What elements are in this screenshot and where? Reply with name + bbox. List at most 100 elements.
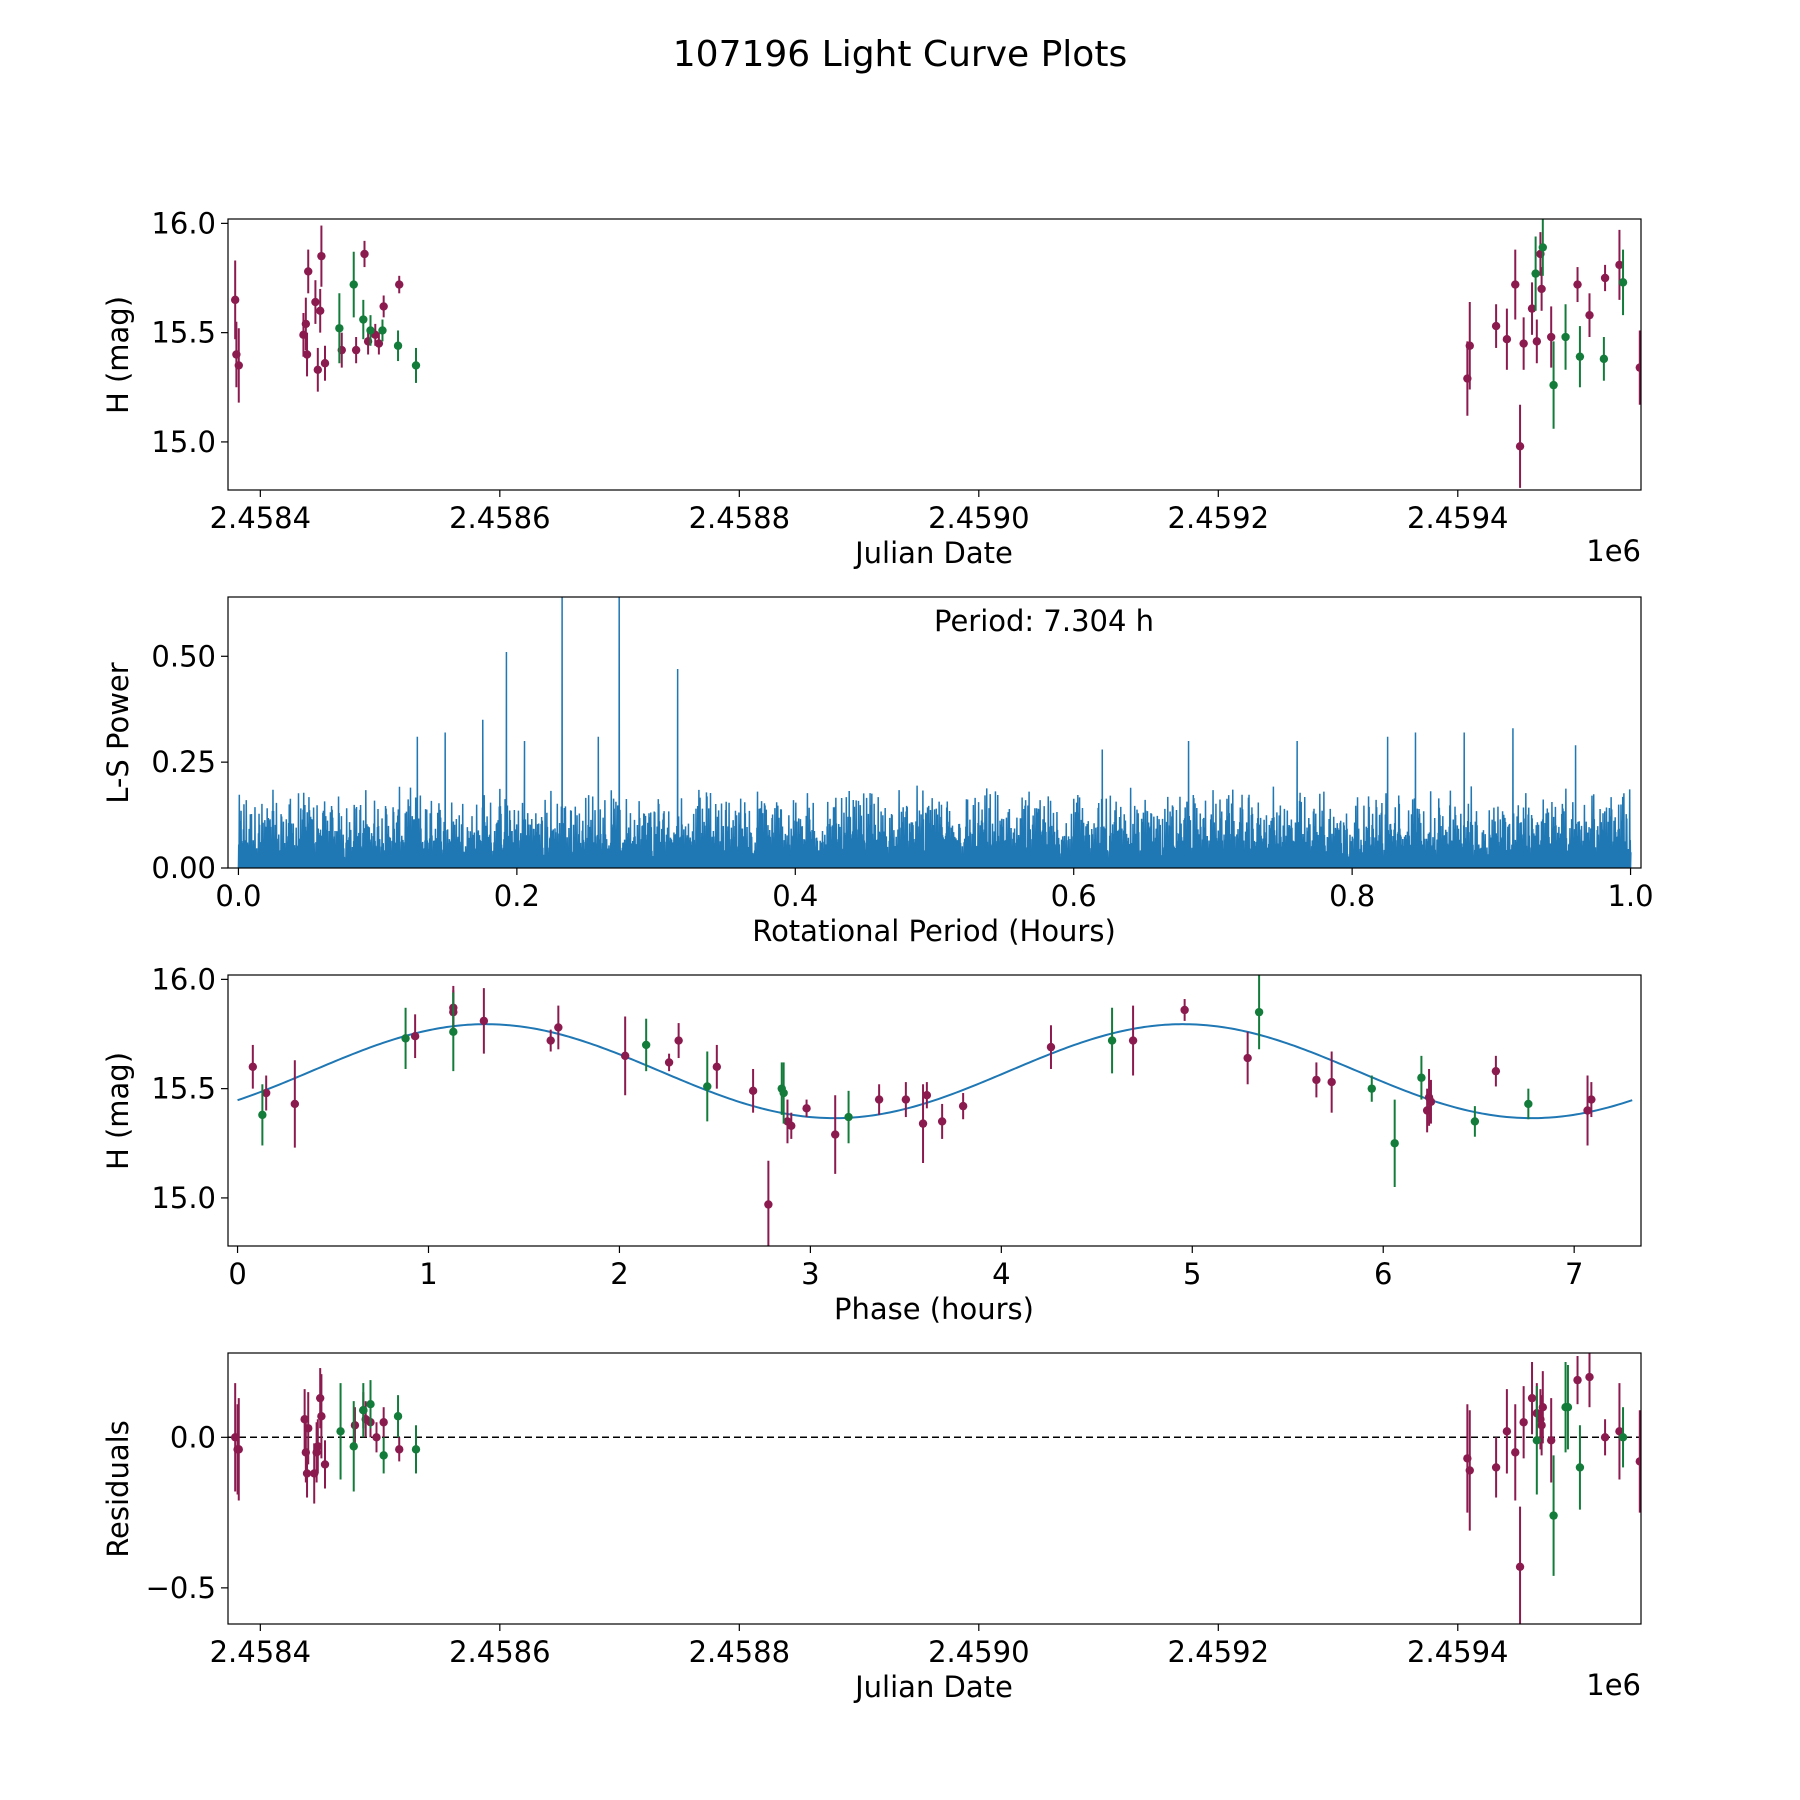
phasefold-point <box>410 1031 420 1041</box>
periodogram-xtick-label: 1.0 <box>1607 879 1653 913</box>
phasefold-xtick-label: 5 <box>1183 1257 1201 1291</box>
phasefold-point <box>1583 1106 1592 1115</box>
residuals-point <box>302 1469 312 1478</box>
lightcurve-point <box>395 280 404 289</box>
phasefold-point <box>937 1117 947 1126</box>
phasefold-point <box>1470 1117 1480 1126</box>
residuals-xtick-label: 2.4590 <box>928 1635 1029 1669</box>
lightcurve-xtick-label: 2.4586 <box>449 501 550 535</box>
residuals-point <box>1538 1403 1548 1412</box>
residuals-point <box>393 1412 403 1421</box>
lightcurve-point <box>230 295 240 305</box>
phasefold-point <box>546 1036 555 1045</box>
lightcurve-point <box>374 339 384 348</box>
lightcurve-point <box>1573 280 1582 289</box>
lightcurve-point <box>1615 260 1624 270</box>
phasefold-xtick-label: 1 <box>419 1257 437 1291</box>
periodogram-ytick-label: 0.25 <box>151 745 216 779</box>
lightcurve-point <box>304 267 313 276</box>
residuals-point <box>304 1424 313 1433</box>
residuals-point <box>1618 1433 1628 1442</box>
lightcurve-point <box>316 306 325 315</box>
phasefold-point <box>479 1016 489 1026</box>
residuals-point <box>1515 1562 1525 1571</box>
residuals-point <box>1465 1466 1474 1475</box>
lightcurve-point <box>379 302 388 311</box>
phasefold-point <box>1587 1095 1596 1104</box>
phasefold-point <box>1312 1075 1321 1085</box>
lightcurve-point <box>1599 354 1609 364</box>
phasefold-point <box>641 1040 651 1050</box>
phasefold-model-curve <box>237 1023 1633 1120</box>
periodogram-xtick-label: 0.0 <box>215 879 261 913</box>
phasefold-point <box>1046 1042 1056 1052</box>
phasefold-point <box>1426 1097 1436 1106</box>
phasefold-point <box>918 1119 928 1128</box>
residuals-point <box>1537 1421 1546 1430</box>
phasefold-point <box>1243 1053 1252 1063</box>
lightcurve-point <box>302 350 312 359</box>
lightcurve-point <box>1585 310 1594 320</box>
periodogram-panel: 0.0 0.2 0.4 0.6 0.8 1.0 0.00 0.25 0.50 Period: 7… <box>101 596 1654 948</box>
residuals-ytick-label: 0.0 <box>170 1420 216 1454</box>
phasefold-panel: 0 1 2 3 4 5 6 7 15.0 15.5 16.0 Phase (hours) H (ma… <box>101 962 1642 1326</box>
residuals-point <box>313 1442 323 1451</box>
lightcurve-xtick-label: 2.4594 <box>1407 501 1508 535</box>
lightcurve-ytick-label: 15.5 <box>151 316 216 350</box>
phasefold-xtick-label: 3 <box>801 1257 819 1291</box>
residuals-ylabel: Residuals <box>101 1420 135 1558</box>
residuals-point <box>1575 1463 1585 1472</box>
periodogram-ylabel: L-S Power <box>101 662 135 803</box>
residuals-point <box>1502 1427 1512 1436</box>
residuals-point <box>1546 1436 1556 1445</box>
phasefold-point <box>901 1095 911 1104</box>
phasefold-point <box>290 1099 300 1109</box>
lightcurve-point <box>234 361 243 370</box>
residuals-point <box>366 1399 375 1409</box>
periodogram-annotation: Period: 7.304 h <box>934 604 1154 638</box>
residuals-xtick-label: 2.4584 <box>210 1635 311 1669</box>
lightcurve-point <box>1502 335 1512 344</box>
residuals-axes-frame <box>227 1352 1642 1625</box>
residuals-offset-label: 1e6 <box>1586 1668 1641 1702</box>
phasefold-point <box>1327 1077 1336 1087</box>
lightcurve-point <box>1575 352 1585 361</box>
residuals-point <box>411 1445 421 1454</box>
lightcurve-xlabel: Julian Date <box>853 536 1013 570</box>
lightcurve-point <box>311 297 320 307</box>
residuals-point <box>1527 1393 1537 1403</box>
phasefold-point <box>1180 1005 1189 1015</box>
residuals-xtick-label: 2.4594 <box>1407 1635 1508 1669</box>
lightcurve-point <box>359 315 368 324</box>
residuals-point <box>372 1433 381 1442</box>
lightcurve-point <box>349 280 358 289</box>
periodogram-ytick-label: 0.50 <box>151 639 216 673</box>
residuals-point <box>1549 1511 1558 1520</box>
phasefold-ytick-label: 16.0 <box>151 962 216 996</box>
residuals-point <box>350 1421 360 1430</box>
figure-title: 107196 Light Curve Plots <box>673 34 1127 75</box>
phasefold-ytick-label: 15.0 <box>151 1181 216 1215</box>
periodogram-xtick-label: 0.4 <box>772 879 818 913</box>
residuals-point <box>1585 1372 1594 1382</box>
residuals-point <box>317 1412 326 1421</box>
periodogram-xtick-label: 0.2 <box>494 879 540 913</box>
phasefold-xtick-label: 7 <box>1565 1257 1583 1291</box>
lightcurve-xtick-label: 2.4590 <box>928 501 1029 535</box>
lightcurve-point <box>1531 269 1540 278</box>
phasefold-xtick-label: 6 <box>1374 1257 1392 1291</box>
lightcurve-point <box>1561 332 1570 342</box>
lightcurve-xtick-label: 2.4588 <box>689 501 790 535</box>
periodogram-xtick-label: 0.6 <box>1051 879 1097 913</box>
lightcurve-point <box>1519 339 1528 348</box>
phasefold-point <box>1367 1084 1376 1093</box>
residuals-panel: 2.4584 2.4586 2.4588 2.4590 2.4592 2.4594 −0.5… <box>101 1352 1642 1704</box>
lightcurve-point <box>366 326 375 335</box>
lightcurve-point <box>1600 273 1610 283</box>
phasefold-point <box>779 1088 788 1098</box>
phasefold-point <box>787 1121 796 1130</box>
phasefold-xtick-label: 4 <box>992 1257 1010 1291</box>
lightcurve-xtick-label: 2.4584 <box>210 501 311 535</box>
phasefold-point <box>712 1062 722 1071</box>
